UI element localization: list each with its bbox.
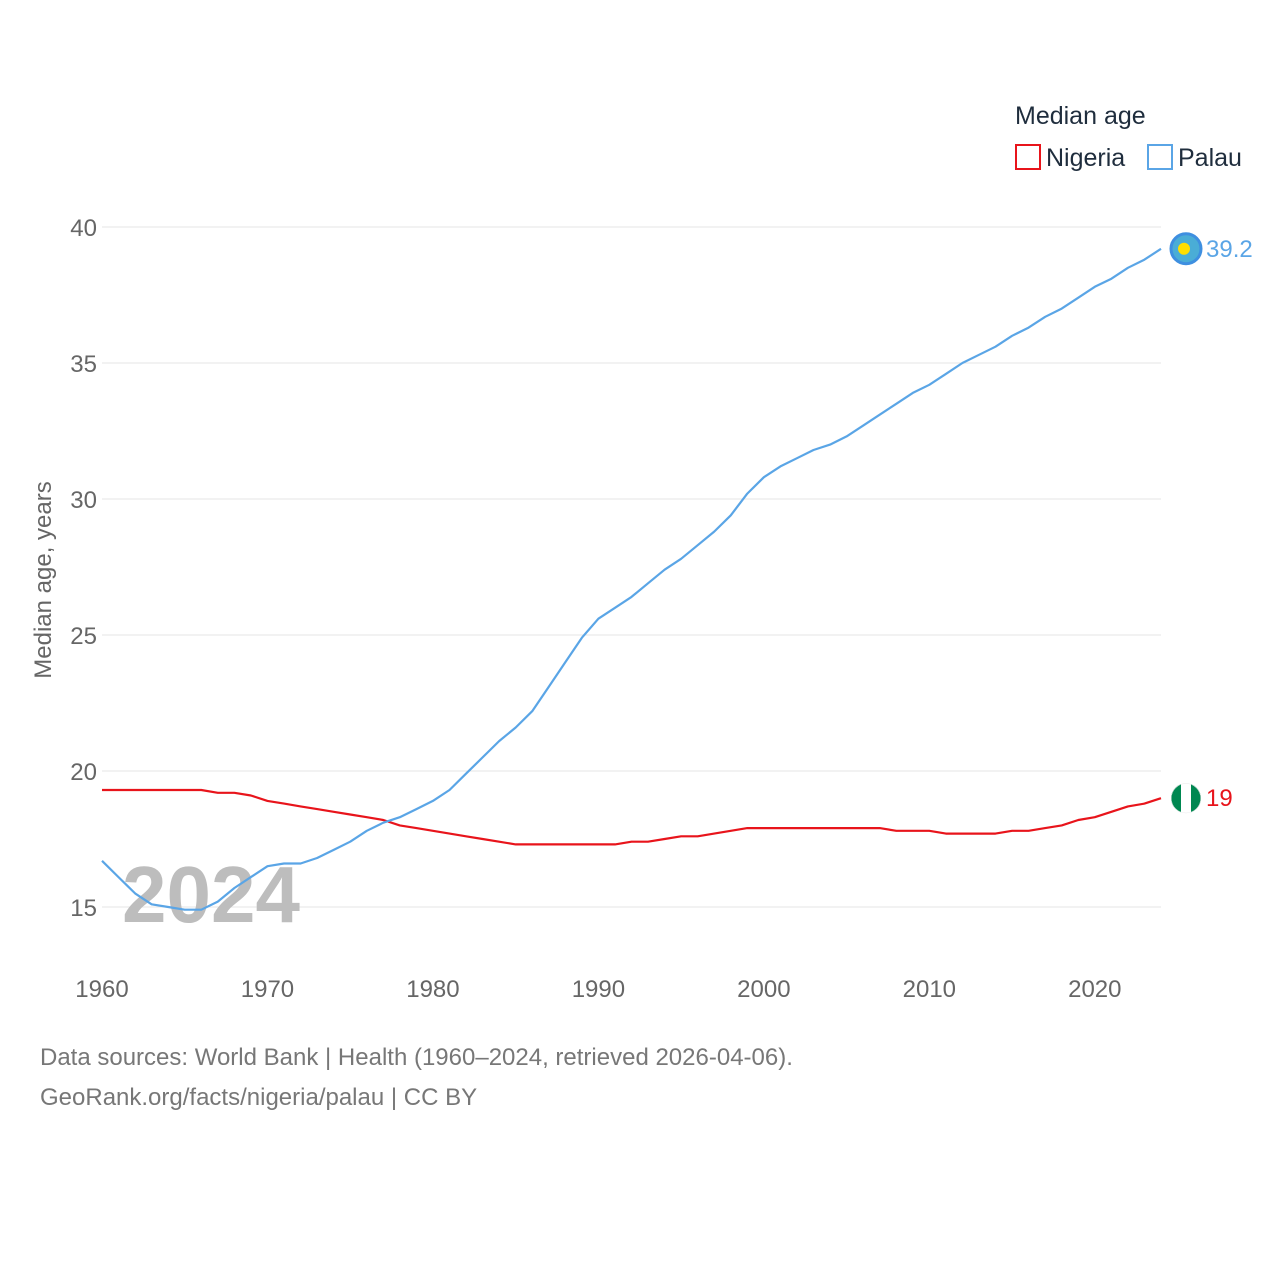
legend-item-nigeria[interactable]: Nigeria bbox=[1015, 144, 1125, 172]
series-lines bbox=[101, 247, 1162, 911]
legend-title: Median age bbox=[1015, 102, 1146, 130]
legend: Median age Nigeria Palau bbox=[1015, 102, 1242, 172]
x-tick-label-2020: 2020 bbox=[1068, 976, 1121, 1003]
y-tick-label-40: 40 bbox=[70, 215, 97, 242]
y-axis-ticks: 15 20 25 30 35 40 bbox=[70, 215, 97, 922]
y-tick-label-15: 15 bbox=[70, 895, 97, 922]
y-axis-label: Median age, years bbox=[30, 481, 57, 678]
legend-swatch-palau bbox=[1147, 144, 1173, 170]
y-tick-label-35: 35 bbox=[70, 351, 97, 378]
x-tick-label-1970: 1970 bbox=[241, 976, 294, 1003]
x-tick-label-2000: 2000 bbox=[737, 976, 790, 1003]
legend-label-nigeria: Nigeria bbox=[1046, 144, 1125, 172]
end-value-label-palau: 39.2 bbox=[1206, 236, 1253, 263]
x-axis-ticks: 1960 1970 1980 1990 2000 2010 2020 bbox=[75, 976, 1121, 1003]
legend-swatch-nigeria bbox=[1015, 144, 1041, 170]
end-value-label-nigeria: 19 bbox=[1206, 785, 1233, 812]
gridlines bbox=[102, 226, 1161, 908]
y-tick-label-20: 20 bbox=[70, 759, 97, 786]
x-tick-label-1980: 1980 bbox=[406, 976, 459, 1003]
nigeria-flag-icon bbox=[1171, 783, 1201, 814]
x-tick-label-1960: 1960 bbox=[75, 976, 128, 1003]
legend-label-palau: Palau bbox=[1178, 144, 1242, 172]
legend-item-palau[interactable]: Palau bbox=[1147, 144, 1242, 172]
palau-flag-icon bbox=[1169, 232, 1203, 266]
y-tick-label-30: 30 bbox=[70, 487, 97, 514]
y-tick-label-25: 25 bbox=[70, 623, 97, 650]
data-source-note: Data sources: World Bank | Health (1960–… bbox=[40, 1044, 793, 1071]
year-watermark: 2024 bbox=[122, 850, 300, 939]
x-tick-label-2010: 2010 bbox=[903, 976, 956, 1003]
series-end-markers: 19 39.2 bbox=[1169, 232, 1253, 814]
x-tick-label-1990: 1990 bbox=[572, 976, 625, 1003]
series-line-nigeria bbox=[102, 788, 1162, 846]
series-line-palau bbox=[101, 247, 1162, 911]
source-link[interactable]: GeoRank.org/facts/nigeria/palau | CC BY bbox=[40, 1084, 478, 1111]
